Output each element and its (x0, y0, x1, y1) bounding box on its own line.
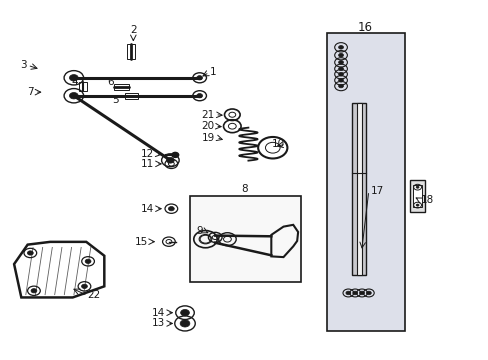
Text: 14: 14 (152, 308, 165, 318)
Circle shape (180, 310, 189, 316)
Circle shape (338, 67, 343, 71)
Circle shape (180, 320, 189, 327)
Circle shape (338, 53, 343, 57)
Circle shape (338, 78, 343, 82)
Bar (114, 84, 129, 90)
Bar (351, 103, 366, 275)
Bar (79, 82, 86, 91)
Circle shape (415, 186, 418, 188)
Circle shape (338, 84, 343, 88)
Text: 15: 15 (135, 237, 148, 247)
Text: 17: 17 (370, 186, 384, 196)
Text: 18: 18 (420, 195, 433, 205)
Circle shape (31, 289, 37, 293)
Circle shape (166, 157, 174, 163)
Circle shape (196, 76, 202, 80)
Text: 14: 14 (141, 204, 154, 214)
Circle shape (366, 291, 370, 295)
Circle shape (69, 93, 78, 99)
Text: 12: 12 (141, 149, 154, 159)
Circle shape (338, 45, 343, 49)
Text: 7: 7 (27, 87, 34, 97)
Text: 9: 9 (196, 226, 203, 236)
Circle shape (27, 251, 33, 255)
Text: 4: 4 (71, 77, 78, 87)
Circle shape (338, 72, 343, 76)
Text: 10: 10 (271, 139, 285, 149)
Text: 5: 5 (112, 95, 119, 105)
Circle shape (69, 75, 78, 81)
Text: 19: 19 (202, 133, 215, 143)
Bar (409, 180, 424, 212)
Text: 13: 13 (152, 319, 165, 328)
Bar (412, 185, 421, 207)
Circle shape (85, 259, 91, 264)
Text: 16: 16 (357, 21, 372, 34)
Bar (189, 196, 301, 282)
Circle shape (338, 60, 343, 64)
Circle shape (171, 152, 178, 157)
Bar (356, 103, 361, 275)
Text: 6: 6 (107, 77, 114, 87)
Text: 8: 8 (241, 184, 247, 194)
Bar (127, 44, 135, 59)
Text: 2: 2 (130, 25, 136, 35)
Circle shape (415, 204, 418, 206)
Text: 3: 3 (20, 60, 26, 70)
Circle shape (345, 291, 350, 295)
Text: 11: 11 (141, 159, 154, 169)
Text: 21: 21 (201, 110, 214, 120)
Circle shape (352, 291, 357, 295)
Text: 1: 1 (209, 67, 216, 77)
Circle shape (359, 291, 364, 295)
Circle shape (168, 207, 174, 211)
Circle shape (81, 284, 87, 288)
Text: 20: 20 (201, 121, 214, 131)
Text: 22: 22 (87, 291, 101, 301)
Circle shape (196, 94, 202, 98)
Bar (327, 33, 405, 330)
Bar (124, 93, 138, 99)
